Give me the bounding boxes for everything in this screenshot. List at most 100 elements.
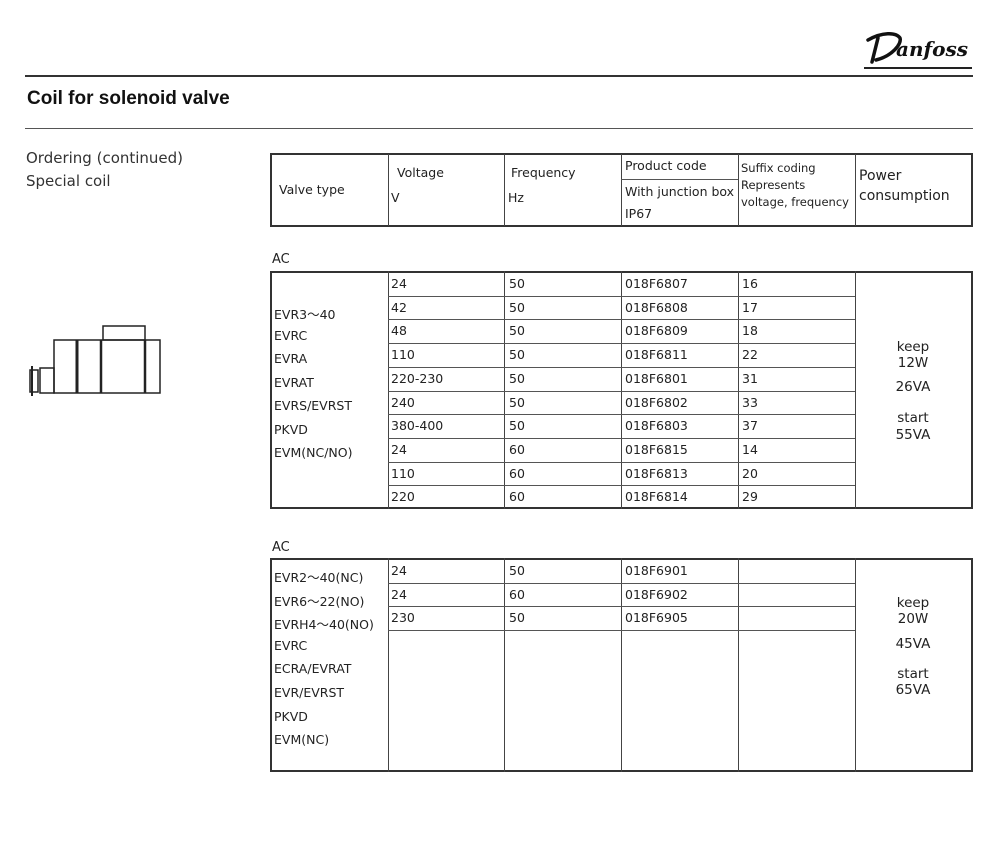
header-product-code: Product code bbox=[625, 158, 707, 173]
row-divider bbox=[388, 414, 855, 415]
header-ip67: IP67 bbox=[625, 206, 653, 221]
row-divider bbox=[388, 485, 855, 486]
voltage-cell: 240 bbox=[391, 395, 415, 410]
power-keep: keep bbox=[896, 595, 930, 611]
header-voltage-unit: V bbox=[391, 190, 400, 205]
valve-type: PKVD bbox=[274, 709, 308, 724]
suffix-cell: 22 bbox=[742, 347, 758, 362]
frequency-cell: 50 bbox=[509, 347, 525, 362]
section-label-ac: AC bbox=[272, 540, 290, 555]
product-code-cell: 018F6803 bbox=[625, 418, 688, 433]
suffix-cell: 16 bbox=[742, 276, 758, 291]
valve-type: EVM(NC/NO) bbox=[274, 445, 353, 460]
valve-type: EVR/EVRST bbox=[274, 685, 345, 700]
coil-drawing bbox=[29, 325, 161, 396]
product-code-cell: 018F6905 bbox=[625, 610, 688, 625]
column-divider bbox=[738, 558, 739, 772]
header-power-consumption: consumption bbox=[859, 188, 950, 204]
product-code-cell: 018F6809 bbox=[625, 323, 688, 338]
suffix-cell: 17 bbox=[742, 300, 758, 315]
row-divider bbox=[388, 296, 855, 297]
suffix-cell: 18 bbox=[742, 323, 758, 338]
valve-type: EVR2～40(NC) bbox=[274, 570, 364, 585]
valve-type: PKVD bbox=[274, 422, 308, 437]
product-code-cell: 018F6901 bbox=[625, 563, 688, 578]
voltage-cell: 24 bbox=[391, 442, 407, 457]
suffix-cell: 33 bbox=[742, 395, 758, 410]
voltage-cell: 24 bbox=[391, 276, 407, 291]
voltage-cell: 110 bbox=[391, 466, 415, 481]
column-divider bbox=[621, 271, 622, 509]
valve-type: EVR6～22(NO) bbox=[274, 594, 365, 609]
voltage-cell: 220-230 bbox=[391, 371, 444, 386]
power-keep-w: 20W bbox=[897, 611, 929, 627]
voltage-cell: 42 bbox=[391, 300, 407, 315]
svg-text:anfoss: anfoss bbox=[896, 37, 968, 61]
header-valve-type: Valve type bbox=[279, 182, 345, 197]
divider bbox=[504, 154, 505, 226]
divider bbox=[621, 154, 622, 226]
frequency-cell: 50 bbox=[509, 610, 525, 625]
product-code-cell: 018F6902 bbox=[625, 587, 688, 602]
row-divider bbox=[388, 606, 855, 607]
frequency-cell: 60 bbox=[509, 442, 525, 457]
row-divider bbox=[388, 630, 855, 631]
column-divider bbox=[621, 558, 622, 772]
column-divider bbox=[388, 271, 389, 509]
row-divider bbox=[388, 391, 855, 392]
product-code-cell: 018F6813 bbox=[625, 466, 688, 481]
product-code-cell: 018F6801 bbox=[625, 371, 688, 386]
valve-type: EVRA bbox=[274, 351, 308, 366]
voltage-cell: 230 bbox=[391, 610, 415, 625]
frequency-cell: 60 bbox=[509, 466, 525, 481]
frequency-cell: 50 bbox=[509, 563, 525, 578]
column-divider bbox=[855, 271, 856, 509]
subtitle-ordering: Ordering (continued) bbox=[26, 149, 184, 167]
voltage-cell: 380-400 bbox=[391, 418, 444, 433]
valve-type: EVRAT bbox=[274, 375, 314, 390]
divider bbox=[738, 154, 739, 226]
product-code-cell: 018F6808 bbox=[625, 300, 688, 315]
row-divider bbox=[388, 438, 855, 439]
frequency-cell: 60 bbox=[509, 587, 525, 602]
row-divider bbox=[388, 367, 855, 368]
frequency-cell: 60 bbox=[509, 489, 525, 504]
suffix-cell: 37 bbox=[742, 418, 758, 433]
header-rule bbox=[25, 75, 973, 77]
header-voltage: Voltage bbox=[397, 165, 444, 180]
header-frequency: Frequency bbox=[511, 165, 576, 180]
power-start-va: 55VA bbox=[895, 427, 931, 443]
valve-type: EVRC bbox=[274, 328, 308, 343]
frequency-cell: 50 bbox=[509, 371, 525, 386]
header-junction-box: With junction box bbox=[625, 184, 735, 199]
header-frequency-unit: Hz bbox=[508, 190, 524, 205]
valve-type: EVRC bbox=[274, 638, 308, 653]
divider bbox=[388, 154, 389, 226]
product-code-cell: 018F6807 bbox=[625, 276, 688, 291]
voltage-cell: 24 bbox=[391, 563, 407, 578]
product-code-cell: 018F6811 bbox=[625, 347, 688, 362]
power-start-va: 65VA bbox=[895, 682, 931, 698]
frequency-cell: 50 bbox=[509, 276, 525, 291]
product-code-cell: 018F6815 bbox=[625, 442, 688, 457]
valve-type: EVRS/EVRST bbox=[274, 398, 352, 413]
section-label-ac: AC bbox=[272, 252, 290, 267]
power-start: start bbox=[897, 410, 929, 426]
valve-type: EVRH4～40(NO) bbox=[274, 617, 374, 632]
product-code-cell: 018F6814 bbox=[625, 489, 688, 504]
page-title: Coil for solenoid valve bbox=[27, 88, 230, 109]
frequency-cell: 50 bbox=[509, 418, 525, 433]
suffix-cell: 29 bbox=[742, 489, 758, 504]
header-suffix: Suffix coding bbox=[741, 161, 816, 175]
power-keep: keep bbox=[896, 339, 930, 355]
divider bbox=[855, 154, 856, 226]
power-start: start bbox=[897, 666, 929, 682]
title-rule bbox=[25, 128, 973, 129]
column-divider bbox=[388, 558, 389, 772]
column-divider bbox=[738, 271, 739, 509]
column-divider bbox=[504, 558, 505, 772]
danfoss-logo: anfoss bbox=[864, 32, 972, 69]
valve-type: ECRA/EVRAT bbox=[274, 661, 352, 676]
row-divider bbox=[388, 462, 855, 463]
